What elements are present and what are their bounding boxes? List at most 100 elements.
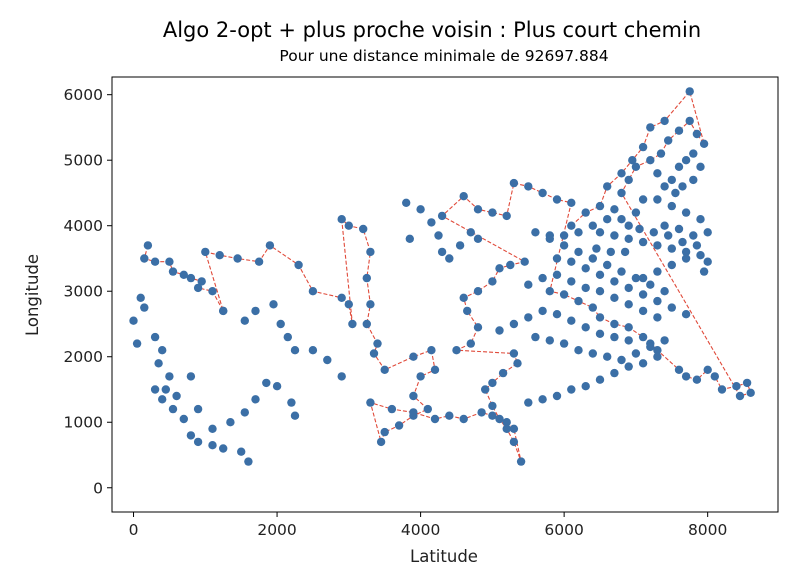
city-point	[387, 404, 397, 414]
city-point	[710, 372, 719, 381]
city-point	[567, 316, 576, 325]
city-point	[208, 424, 217, 433]
city-point	[495, 264, 504, 273]
city-point	[265, 241, 275, 250]
city-point	[430, 414, 440, 424]
city-point	[430, 365, 440, 374]
city-point	[531, 228, 540, 237]
city-point	[502, 418, 511, 427]
city-point	[574, 228, 583, 237]
city-point	[567, 221, 576, 230]
city-point	[498, 368, 508, 378]
city-point	[610, 293, 619, 302]
city-point	[197, 277, 206, 286]
city-point	[538, 306, 547, 316]
city-point	[129, 316, 138, 325]
city-point	[667, 201, 676, 211]
city-point	[678, 237, 687, 247]
city-point	[208, 441, 217, 450]
city-point	[674, 126, 684, 135]
city-point	[699, 267, 709, 276]
x-tick-label: 0	[129, 521, 139, 539]
y-tick-label: 3000	[64, 283, 103, 301]
city-point	[140, 254, 149, 263]
city-point	[538, 395, 547, 404]
city-point	[638, 273, 648, 283]
city-point	[538, 188, 547, 198]
city-point	[653, 241, 662, 250]
city-point	[631, 208, 641, 217]
city-points-layer	[129, 87, 755, 466]
city-point	[359, 224, 368, 234]
city-point	[624, 221, 633, 230]
city-point	[610, 277, 619, 286]
city-point	[186, 372, 196, 381]
city-point	[520, 257, 529, 266]
city-point	[488, 208, 497, 217]
city-point	[595, 201, 605, 211]
city-point	[703, 257, 712, 266]
city-point	[610, 205, 619, 214]
city-point	[172, 391, 181, 401]
city-point	[495, 414, 504, 424]
city-point	[603, 352, 612, 361]
city-point	[254, 257, 264, 266]
city-point	[538, 273, 547, 283]
city-point	[323, 355, 332, 365]
city-point	[226, 418, 235, 427]
city-point	[240, 316, 249, 325]
city-point	[660, 221, 669, 230]
city-point	[646, 280, 655, 289]
city-point	[552, 391, 562, 401]
city-point	[344, 300, 353, 309]
city-point	[165, 372, 174, 381]
city-point	[459, 192, 468, 201]
city-point	[624, 300, 633, 309]
city-point	[165, 257, 174, 266]
city-point	[466, 228, 475, 237]
city-point	[617, 215, 626, 224]
city-point	[552, 310, 562, 319]
city-point	[660, 116, 669, 126]
city-point	[473, 287, 483, 296]
city-point	[193, 283, 203, 293]
city-point	[646, 123, 655, 132]
city-point	[455, 241, 465, 250]
x-tick-label: 2000	[257, 521, 296, 539]
city-point	[502, 211, 511, 221]
city-point	[660, 336, 669, 345]
city-point	[488, 277, 497, 286]
city-point	[595, 287, 605, 296]
city-point	[559, 290, 569, 299]
city-point	[681, 208, 691, 217]
city-point	[348, 319, 357, 329]
city-point	[667, 303, 676, 312]
city-point	[158, 395, 167, 404]
city-point	[689, 149, 698, 158]
city-point	[703, 228, 712, 237]
city-point	[638, 142, 648, 152]
city-point	[696, 215, 705, 224]
city-point	[283, 332, 292, 342]
city-point	[244, 457, 253, 466]
city-point	[193, 404, 203, 414]
city-point	[168, 267, 178, 276]
city-point	[606, 247, 615, 257]
city-point	[638, 359, 648, 368]
city-point	[653, 313, 662, 322]
city-point	[595, 329, 605, 338]
city-point	[369, 349, 379, 358]
city-point	[653, 296, 662, 306]
city-point	[617, 188, 626, 198]
city-point	[681, 372, 691, 381]
city-point	[509, 424, 519, 433]
city-point	[473, 234, 483, 243]
x-tick-label: 4000	[401, 521, 440, 539]
city-point	[509, 437, 519, 447]
city-point	[179, 414, 188, 424]
city-point	[692, 375, 702, 384]
city-point	[409, 408, 418, 417]
y-tick-label: 6000	[64, 86, 103, 104]
city-point	[671, 188, 680, 198]
